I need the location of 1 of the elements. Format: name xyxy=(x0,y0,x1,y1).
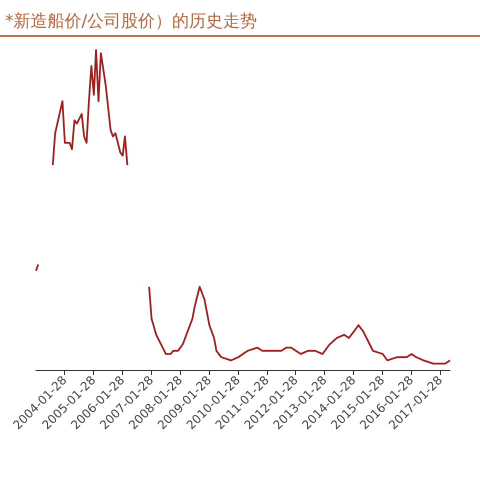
chart-title: *新造船价/公司股价）的历史走势 xyxy=(5,12,258,32)
